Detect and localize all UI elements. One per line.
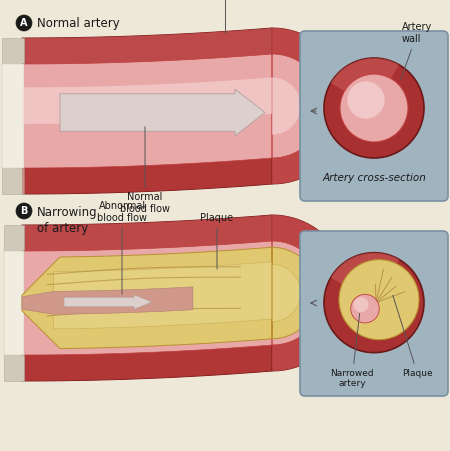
Bar — [2, 38, 24, 194]
Polygon shape — [22, 215, 350, 371]
Text: Normal
blood flow: Normal blood flow — [120, 192, 170, 214]
FancyBboxPatch shape — [300, 231, 448, 396]
Text: Normal artery: Normal artery — [37, 17, 120, 29]
Bar — [2, 64, 24, 168]
Bar — [4, 225, 24, 381]
Circle shape — [347, 81, 385, 119]
Text: Narrowed
artery: Narrowed artery — [330, 313, 374, 388]
Polygon shape — [22, 28, 350, 194]
Polygon shape — [22, 78, 301, 134]
Polygon shape — [22, 28, 350, 184]
Polygon shape — [22, 28, 350, 194]
Polygon shape — [22, 287, 193, 314]
Text: B: B — [20, 206, 28, 216]
Polygon shape — [22, 215, 350, 381]
Polygon shape — [54, 262, 301, 329]
Wedge shape — [331, 58, 399, 91]
Circle shape — [351, 295, 379, 323]
FancyArrow shape — [64, 295, 152, 309]
Polygon shape — [22, 247, 318, 349]
Text: Plaque: Plaque — [393, 295, 432, 378]
Circle shape — [16, 15, 32, 31]
Polygon shape — [22, 54, 324, 168]
Polygon shape — [22, 241, 324, 355]
Circle shape — [354, 297, 369, 312]
Circle shape — [340, 74, 408, 142]
Circle shape — [324, 253, 424, 353]
Circle shape — [339, 260, 419, 340]
Text: A: A — [20, 18, 28, 28]
FancyBboxPatch shape — [300, 31, 448, 201]
Text: Artery
wall: Artery wall — [401, 23, 432, 79]
Circle shape — [16, 203, 32, 219]
FancyArrow shape — [60, 89, 265, 136]
Bar — [4, 251, 24, 355]
Circle shape — [324, 58, 424, 158]
Text: Plaque: Plaque — [200, 213, 234, 223]
Text: Abnormal
blood flow: Abnormal blood flow — [97, 202, 147, 223]
Text: Artery cross-section: Artery cross-section — [322, 173, 426, 183]
Wedge shape — [331, 253, 399, 285]
Polygon shape — [22, 215, 350, 381]
Text: Narrowing
of artery: Narrowing of artery — [37, 206, 98, 235]
